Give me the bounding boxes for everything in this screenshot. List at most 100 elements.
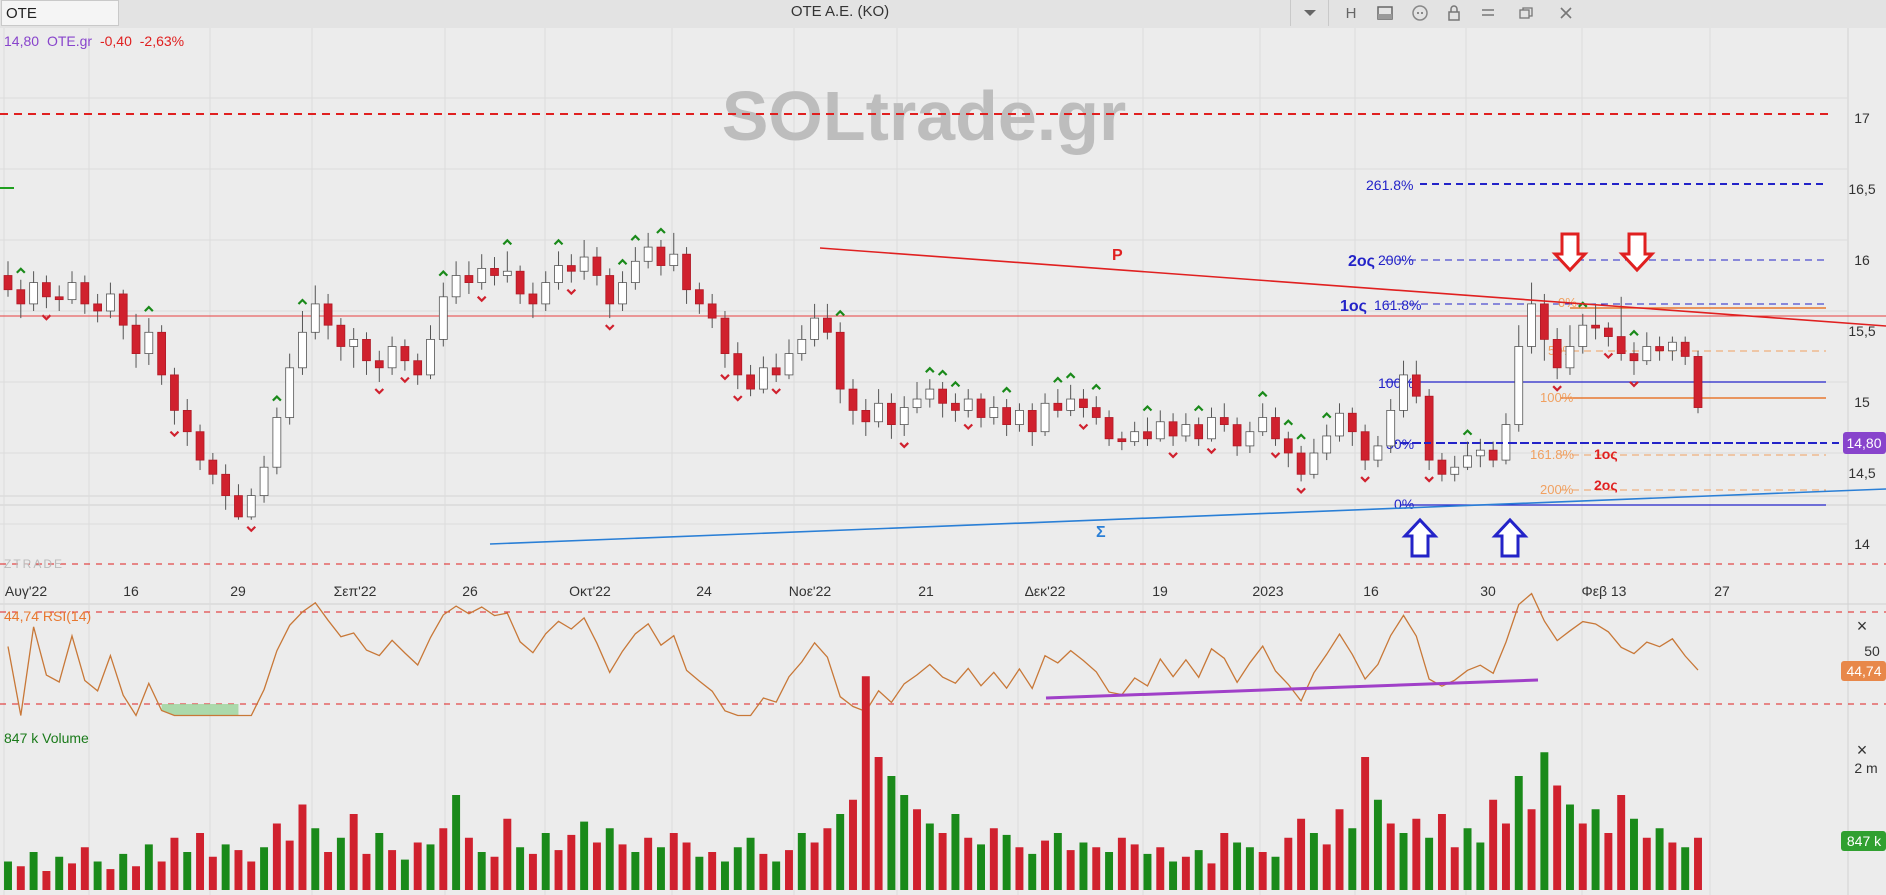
- candle[interactable]: [1322, 424, 1332, 461]
- candle[interactable]: [707, 293, 717, 329]
- candle[interactable]: [1309, 438, 1319, 479]
- candle[interactable]: [1232, 417, 1242, 456]
- dropdown-icon[interactable]: [1292, 0, 1328, 26]
- candle[interactable]: [144, 318, 154, 365]
- candle[interactable]: [349, 328, 359, 368]
- candle[interactable]: [93, 293, 102, 323]
- candle[interactable]: [989, 396, 999, 425]
- candle[interactable]: [835, 322, 845, 404]
- candle[interactable]: [938, 382, 947, 418]
- candle[interactable]: [1194, 417, 1204, 446]
- candle[interactable]: [298, 311, 307, 375]
- price-pane[interactable]: [0, 28, 1848, 496]
- candle[interactable]: [1258, 403, 1268, 436]
- candle[interactable]: [438, 282, 448, 347]
- candle[interactable]: [1539, 293, 1549, 361]
- candle[interactable]: [451, 261, 461, 304]
- candle[interactable]: [464, 261, 474, 294]
- candle[interactable]: [490, 257, 499, 286]
- candle[interactable]: [310, 285, 320, 340]
- candle[interactable]: [592, 247, 602, 286]
- candle[interactable]: [323, 293, 333, 340]
- rsi-close-icon[interactable]: ×: [1857, 616, 1868, 636]
- candle[interactable]: [1604, 322, 1613, 347]
- candle[interactable]: [554, 251, 563, 290]
- candle[interactable]: [1360, 424, 1370, 471]
- candle[interactable]: [1668, 336, 1677, 361]
- candle[interactable]: [566, 254, 576, 283]
- candle[interactable]: [797, 325, 807, 361]
- candle[interactable]: [1104, 410, 1114, 446]
- candle[interactable]: [951, 393, 960, 422]
- candle[interactable]: [400, 339, 410, 371]
- candle[interactable]: [746, 364, 755, 397]
- candle[interactable]: [1693, 350, 1703, 414]
- candle[interactable]: [1027, 403, 1037, 446]
- candle[interactable]: [643, 232, 653, 269]
- candle[interactable]: [336, 318, 346, 361]
- candle[interactable]: [1168, 413, 1178, 446]
- candle[interactable]: [579, 240, 589, 280]
- candle[interactable]: [387, 336, 397, 375]
- candle[interactable]: [784, 339, 794, 380]
- resistance-trendline[interactable]: [819, 247, 1886, 327]
- candle[interactable]: [515, 265, 525, 304]
- candle[interactable]: [1207, 407, 1216, 442]
- candle[interactable]: [1373, 435, 1383, 468]
- candle[interactable]: [1219, 403, 1229, 432]
- candle[interactable]: [630, 247, 640, 290]
- candle[interactable]: [861, 399, 871, 436]
- candle[interactable]: [3, 261, 13, 297]
- candle[interactable]: [1386, 399, 1396, 453]
- candle[interactable]: [976, 393, 986, 428]
- candle[interactable]: [80, 275, 90, 314]
- candle[interactable]: [29, 271, 38, 311]
- candle[interactable]: [541, 271, 551, 311]
- candle[interactable]: [1450, 455, 1460, 482]
- candle[interactable]: [195, 424, 205, 471]
- candle[interactable]: [54, 285, 64, 311]
- candle[interactable]: [848, 379, 858, 425]
- candle[interactable]: [925, 379, 935, 408]
- candle[interactable]: [1245, 421, 1255, 453]
- time-axis[interactable]: Αυγ'22 16 29 Σεπ'22 26 Οκτ'22 24 Νοε'22 21 Δεκ'22…: [5, 583, 1730, 599]
- candle[interactable]: [1655, 336, 1664, 361]
- candle[interactable]: [1399, 360, 1408, 418]
- candle[interactable]: [1616, 296, 1626, 361]
- candle[interactable]: [1015, 403, 1024, 432]
- price-axis[interactable]: 17 16,5 16 15,5 15 14,5 14 14,80: [1843, 110, 1886, 552]
- candle[interactable]: [1143, 417, 1152, 446]
- candle[interactable]: [528, 282, 538, 319]
- candle[interactable]: [1629, 342, 1639, 375]
- candle[interactable]: [246, 488, 256, 520]
- symbol-input[interactable]: [1, 0, 119, 26]
- chart-area[interactable]: SOLtrade.gr 261.8% 2ος 200% 1ος 161.8% 1…: [0, 28, 1886, 895]
- candle[interactable]: [823, 303, 832, 340]
- candle[interactable]: [1091, 396, 1101, 425]
- candle[interactable]: [887, 393, 896, 439]
- candle[interactable]: [1411, 360, 1421, 404]
- panel-icon[interactable]: [1367, 0, 1403, 26]
- candle[interactable]: [759, 356, 768, 394]
- candle[interactable]: [221, 464, 231, 510]
- header-toggle-button[interactable]: H: [1345, 4, 1357, 22]
- candle[interactable]: [1066, 384, 1076, 417]
- candle[interactable]: [182, 399, 192, 446]
- candle[interactable]: [1514, 325, 1524, 432]
- candle[interactable]: [285, 353, 295, 425]
- candle[interactable]: [1437, 453, 1447, 482]
- candle[interactable]: [106, 282, 115, 319]
- candle[interactable]: [1040, 393, 1050, 436]
- candle[interactable]: [1283, 431, 1293, 468]
- candle[interactable]: [42, 275, 51, 309]
- candle[interactable]: [118, 289, 128, 340]
- candle[interactable]: [874, 389, 883, 428]
- candle[interactable]: [426, 325, 435, 380]
- candle[interactable]: [1565, 325, 1575, 375]
- candle[interactable]: [1181, 413, 1191, 442]
- candle[interactable]: [259, 455, 269, 503]
- candle[interactable]: [1130, 421, 1140, 446]
- candle[interactable]: [682, 247, 691, 304]
- candle[interactable]: [1527, 282, 1536, 354]
- candle[interactable]: [1117, 431, 1127, 451]
